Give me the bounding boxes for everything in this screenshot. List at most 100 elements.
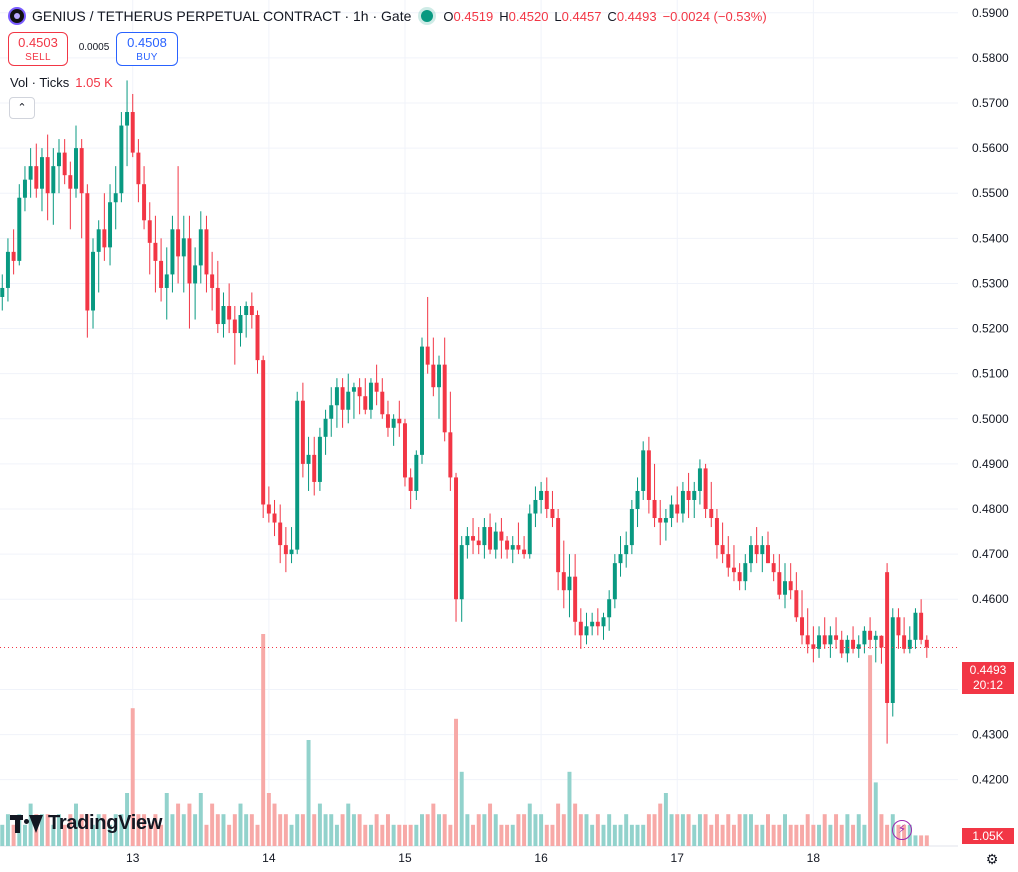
volume-bar xyxy=(346,803,351,846)
volume-bar xyxy=(766,814,770,846)
candle-body xyxy=(295,400,300,550)
y-tick-label: 0.5900 xyxy=(972,6,1009,20)
candle-body xyxy=(913,612,918,640)
volume-bar xyxy=(102,814,107,846)
volume-legend[interactable]: Vol · Ticks 1.05 K xyxy=(10,75,113,90)
volume-bar xyxy=(544,824,549,846)
volume-bar xyxy=(91,824,96,846)
candle-body xyxy=(465,536,470,546)
volume-bar xyxy=(913,835,918,846)
y-tick-label: 0.4700 xyxy=(972,547,1009,561)
candle-body xyxy=(868,630,873,640)
volume-bar xyxy=(108,824,113,846)
sell-button[interactable]: 0.4503 SELL xyxy=(8,32,68,66)
volume-bar xyxy=(873,782,878,846)
collapse-legend-button[interactable]: ⌃ xyxy=(9,97,35,119)
volume-bar xyxy=(726,814,731,846)
volume-bar xyxy=(856,814,861,846)
open-value: 0.4519 xyxy=(453,8,494,24)
candle-body xyxy=(278,522,283,546)
volume-bar xyxy=(198,793,203,846)
y-tick-label: 0.5700 xyxy=(972,96,1009,110)
volume-bar xyxy=(193,814,198,846)
lightning-icon[interactable]: ⚡ xyxy=(892,820,912,840)
volume-bar xyxy=(697,814,702,846)
candle-body xyxy=(703,468,708,510)
time-axis[interactable]: 2131415161718 xyxy=(0,851,820,865)
y-tick-label: 0.5200 xyxy=(972,322,1009,336)
volume-bar xyxy=(210,803,215,846)
volume-bar xyxy=(414,824,419,846)
volume-bar xyxy=(839,824,844,846)
volume-bar xyxy=(476,814,481,846)
candle-body xyxy=(198,229,203,266)
candle-body xyxy=(238,315,243,334)
candle-body xyxy=(493,531,498,550)
y-tick-label: 0.4800 xyxy=(972,502,1009,516)
price-axis[interactable]: 0.5900 0.5800 0.5700 0.5600 0.5500 0.5400 0.53… xyxy=(972,6,1009,787)
volume-bar xyxy=(170,814,175,846)
y-tick-label: 0.4900 xyxy=(972,457,1009,471)
volume-bar xyxy=(669,814,674,846)
candle-body xyxy=(437,364,441,388)
volume-bar xyxy=(266,793,271,846)
candle-body xyxy=(726,554,731,568)
volume-bar xyxy=(312,814,317,846)
low-label: L xyxy=(554,8,562,24)
candle-body xyxy=(516,545,521,550)
volume-bar xyxy=(652,814,657,846)
volume-bar xyxy=(578,814,583,846)
candle-body xyxy=(227,305,232,320)
tradingview-logo[interactable]: TradingView xyxy=(10,812,162,835)
buy-button[interactable]: 0.4508 BUY xyxy=(116,32,178,66)
candle-body xyxy=(51,166,56,194)
x-tick-label: 17 xyxy=(671,851,685,865)
volume-bar xyxy=(374,814,379,846)
candle-body xyxy=(692,490,697,500)
volume-bar xyxy=(561,814,566,846)
candle-body xyxy=(476,540,481,546)
candle-body xyxy=(119,125,124,194)
settings-gear-icon[interactable]: ⚙ xyxy=(985,851,999,867)
candle-body xyxy=(856,644,861,649)
candle-body xyxy=(794,590,799,618)
candle-body xyxy=(102,229,107,248)
volume-bar xyxy=(595,814,600,846)
volume-bar xyxy=(68,814,73,846)
candle-body xyxy=(385,414,390,428)
candle-body xyxy=(873,635,878,640)
volume-bar xyxy=(692,824,697,846)
volume-bar xyxy=(624,814,629,846)
volume-bar xyxy=(794,824,799,846)
volume-bar xyxy=(868,655,873,846)
volume-bar xyxy=(317,803,322,846)
volume-bar xyxy=(425,814,430,846)
volume-bar xyxy=(181,814,186,846)
volume-bar xyxy=(885,824,890,846)
volume-bar xyxy=(748,814,753,846)
candle-body xyxy=(454,477,459,600)
current-price-value: 0.4493 xyxy=(969,663,1007,677)
volume-bar xyxy=(119,814,124,846)
coin-logo-icon xyxy=(8,7,26,25)
candle-body xyxy=(590,621,595,627)
volume-bar xyxy=(686,814,691,846)
market-status-icon[interactable] xyxy=(421,10,434,22)
volume-bar xyxy=(805,814,810,846)
candle-body xyxy=(652,499,657,519)
candle-body xyxy=(601,617,606,627)
volume-bar xyxy=(96,814,101,846)
candle-body xyxy=(817,635,822,649)
sell-label: SELL xyxy=(25,52,51,63)
candle-body xyxy=(766,545,770,564)
volume-bar xyxy=(402,824,407,846)
candle-body xyxy=(391,418,396,428)
candle-body xyxy=(431,364,436,388)
volume-bar xyxy=(380,824,385,846)
candle-body xyxy=(266,504,271,514)
candle-body xyxy=(306,454,311,464)
symbol-title[interactable]: GENIUS / TETHERUS PERPETUAL CONTRACT · 1… xyxy=(32,8,412,24)
candle-body xyxy=(777,572,782,595)
